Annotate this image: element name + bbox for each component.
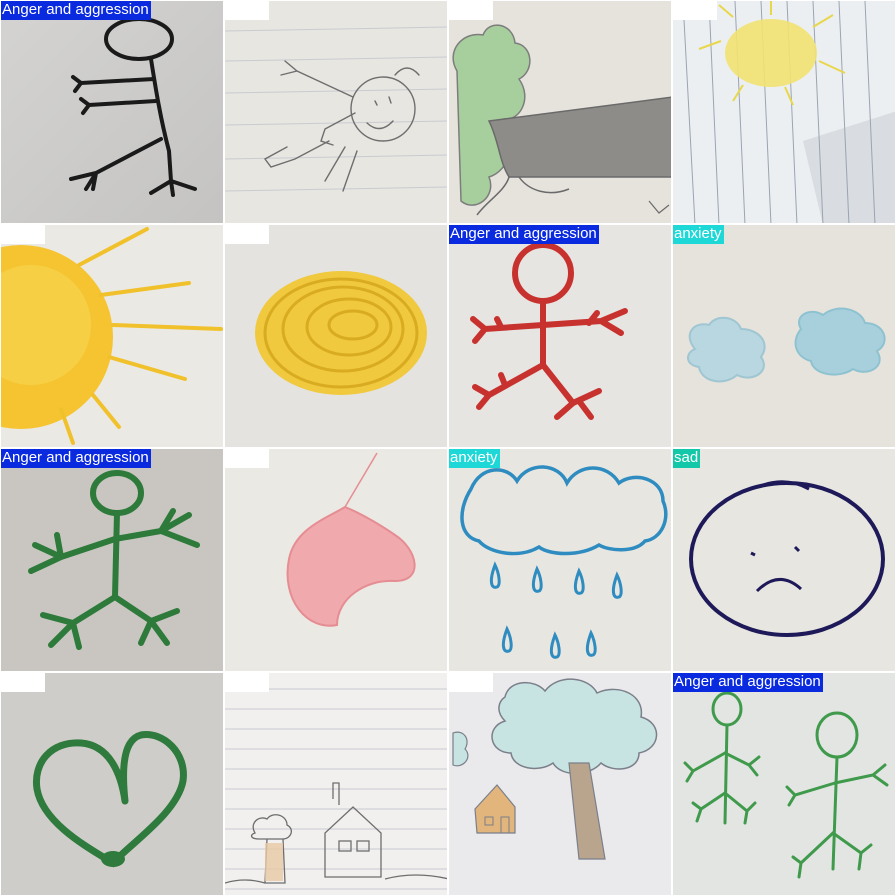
emotion-label: happy bbox=[225, 1, 269, 20]
tile-0: Anger and aggression bbox=[0, 0, 224, 224]
tile-3: happy bbox=[672, 0, 896, 224]
yellow-sun-rays-drawing bbox=[1, 225, 223, 447]
yellow-scribble-circle-drawing bbox=[225, 225, 447, 447]
tile-15: Anger and aggression bbox=[672, 672, 896, 896]
yellow-sun-lined-paper-drawing bbox=[673, 1, 895, 223]
emotion-label: Anger and aggression bbox=[1, 1, 151, 20]
tile-6: Anger and aggression bbox=[448, 224, 672, 448]
tile-9: happy bbox=[224, 448, 448, 672]
emotion-label: happy bbox=[449, 673, 493, 692]
tile-13: happy bbox=[224, 672, 448, 896]
emotion-label: sad bbox=[673, 449, 701, 468]
green-tree-drawing bbox=[449, 1, 671, 223]
emotion-label: happy bbox=[1, 225, 45, 244]
emotion-label: happy bbox=[225, 449, 269, 468]
emotion-label: happy bbox=[225, 673, 269, 692]
emotion-label: happy bbox=[225, 225, 269, 244]
tile-4: happy bbox=[0, 224, 224, 448]
emotion-label: happy bbox=[449, 1, 493, 20]
tile-11: sad bbox=[672, 448, 896, 672]
rain-cloud-drawing bbox=[449, 449, 671, 671]
pencil-figure-lined-paper-drawing bbox=[225, 1, 447, 223]
tile-1: happy bbox=[224, 0, 448, 224]
emotion-label: Anger and aggression bbox=[449, 225, 599, 244]
emotion-label: Anger and aggression bbox=[673, 673, 823, 692]
tile-14: happy bbox=[448, 672, 672, 896]
tile-2: happy bbox=[448, 0, 672, 224]
blue-clouds-drawing bbox=[673, 225, 895, 447]
stick-figure-green-drawing bbox=[1, 449, 223, 671]
tile-7: anxiety bbox=[672, 224, 896, 448]
green-heart-drawing bbox=[1, 673, 223, 895]
pink-heart-drawing bbox=[225, 449, 447, 671]
emotion-label: Anger and aggression bbox=[1, 449, 151, 468]
tile-5: happy bbox=[224, 224, 448, 448]
tree-and-house-drawing bbox=[449, 673, 671, 895]
emotion-label: anxiety bbox=[673, 225, 724, 244]
sad-face-drawing bbox=[673, 449, 895, 671]
stick-figure-red-drawing bbox=[449, 225, 671, 447]
emotion-label: anxiety bbox=[449, 449, 500, 468]
house-tree-lined-paper-drawing bbox=[225, 673, 447, 895]
tile-12: happy bbox=[0, 672, 224, 896]
stick-figure-black-drawing bbox=[1, 1, 223, 223]
emotion-label: happy bbox=[673, 1, 717, 20]
two-green-stick-figures-drawing bbox=[673, 673, 895, 895]
emotion-label: happy bbox=[1, 673, 45, 692]
tile-10: anxiety bbox=[448, 448, 672, 672]
tile-8: Anger and aggression bbox=[0, 448, 224, 672]
